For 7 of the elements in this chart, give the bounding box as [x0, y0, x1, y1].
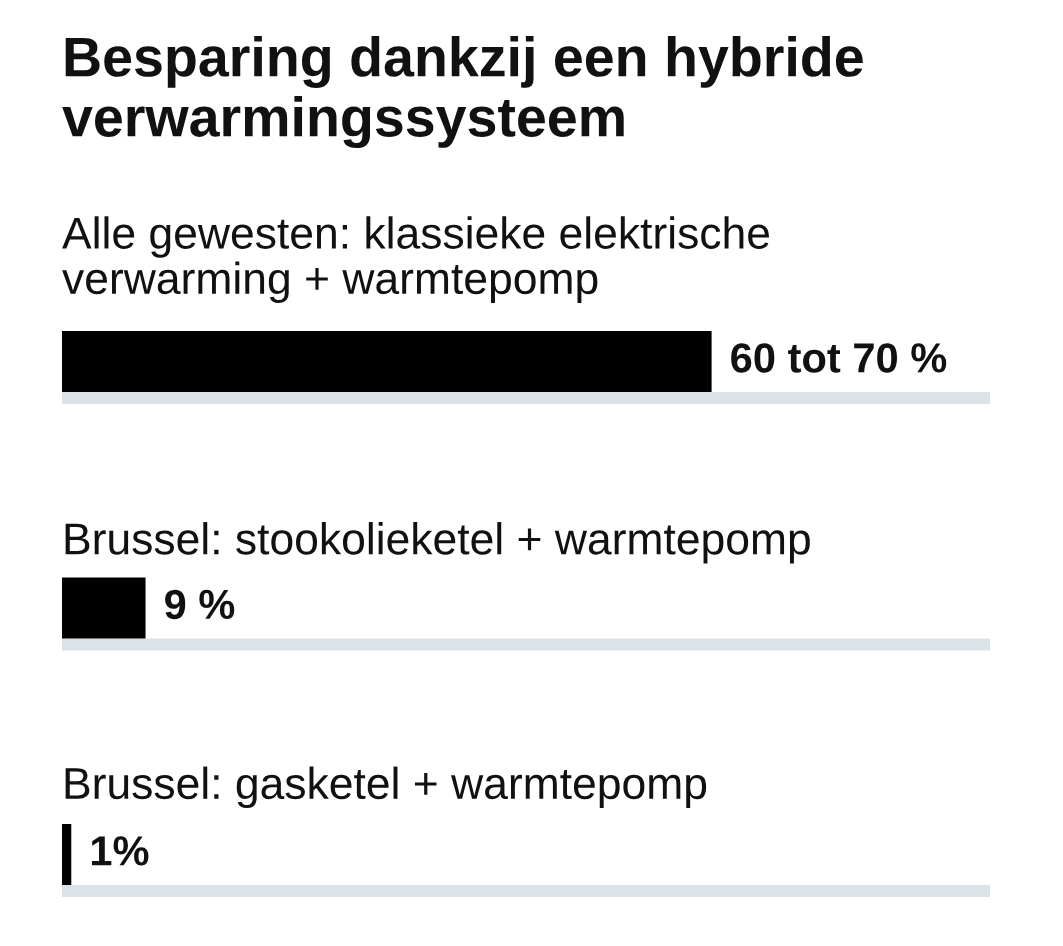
data-label: 60 tot 70 % — [731, 343, 947, 373]
y-tick-label: Brussel: gasketel + warmtepomp — [65, 766, 707, 808]
y-tick-label: Alle gewesten: klassieke elektrische verwarming + warmtepomp — [62, 216, 770, 303]
chart-title: Besparing dankzij een hybride verwarmingssysteem — [62, 36, 863, 149]
data-label: 9 % — [165, 589, 235, 620]
data-label: 1% — [91, 836, 149, 866]
y-tick-label: Brussel: stookolieketel + warmtepomp — [65, 522, 810, 564]
